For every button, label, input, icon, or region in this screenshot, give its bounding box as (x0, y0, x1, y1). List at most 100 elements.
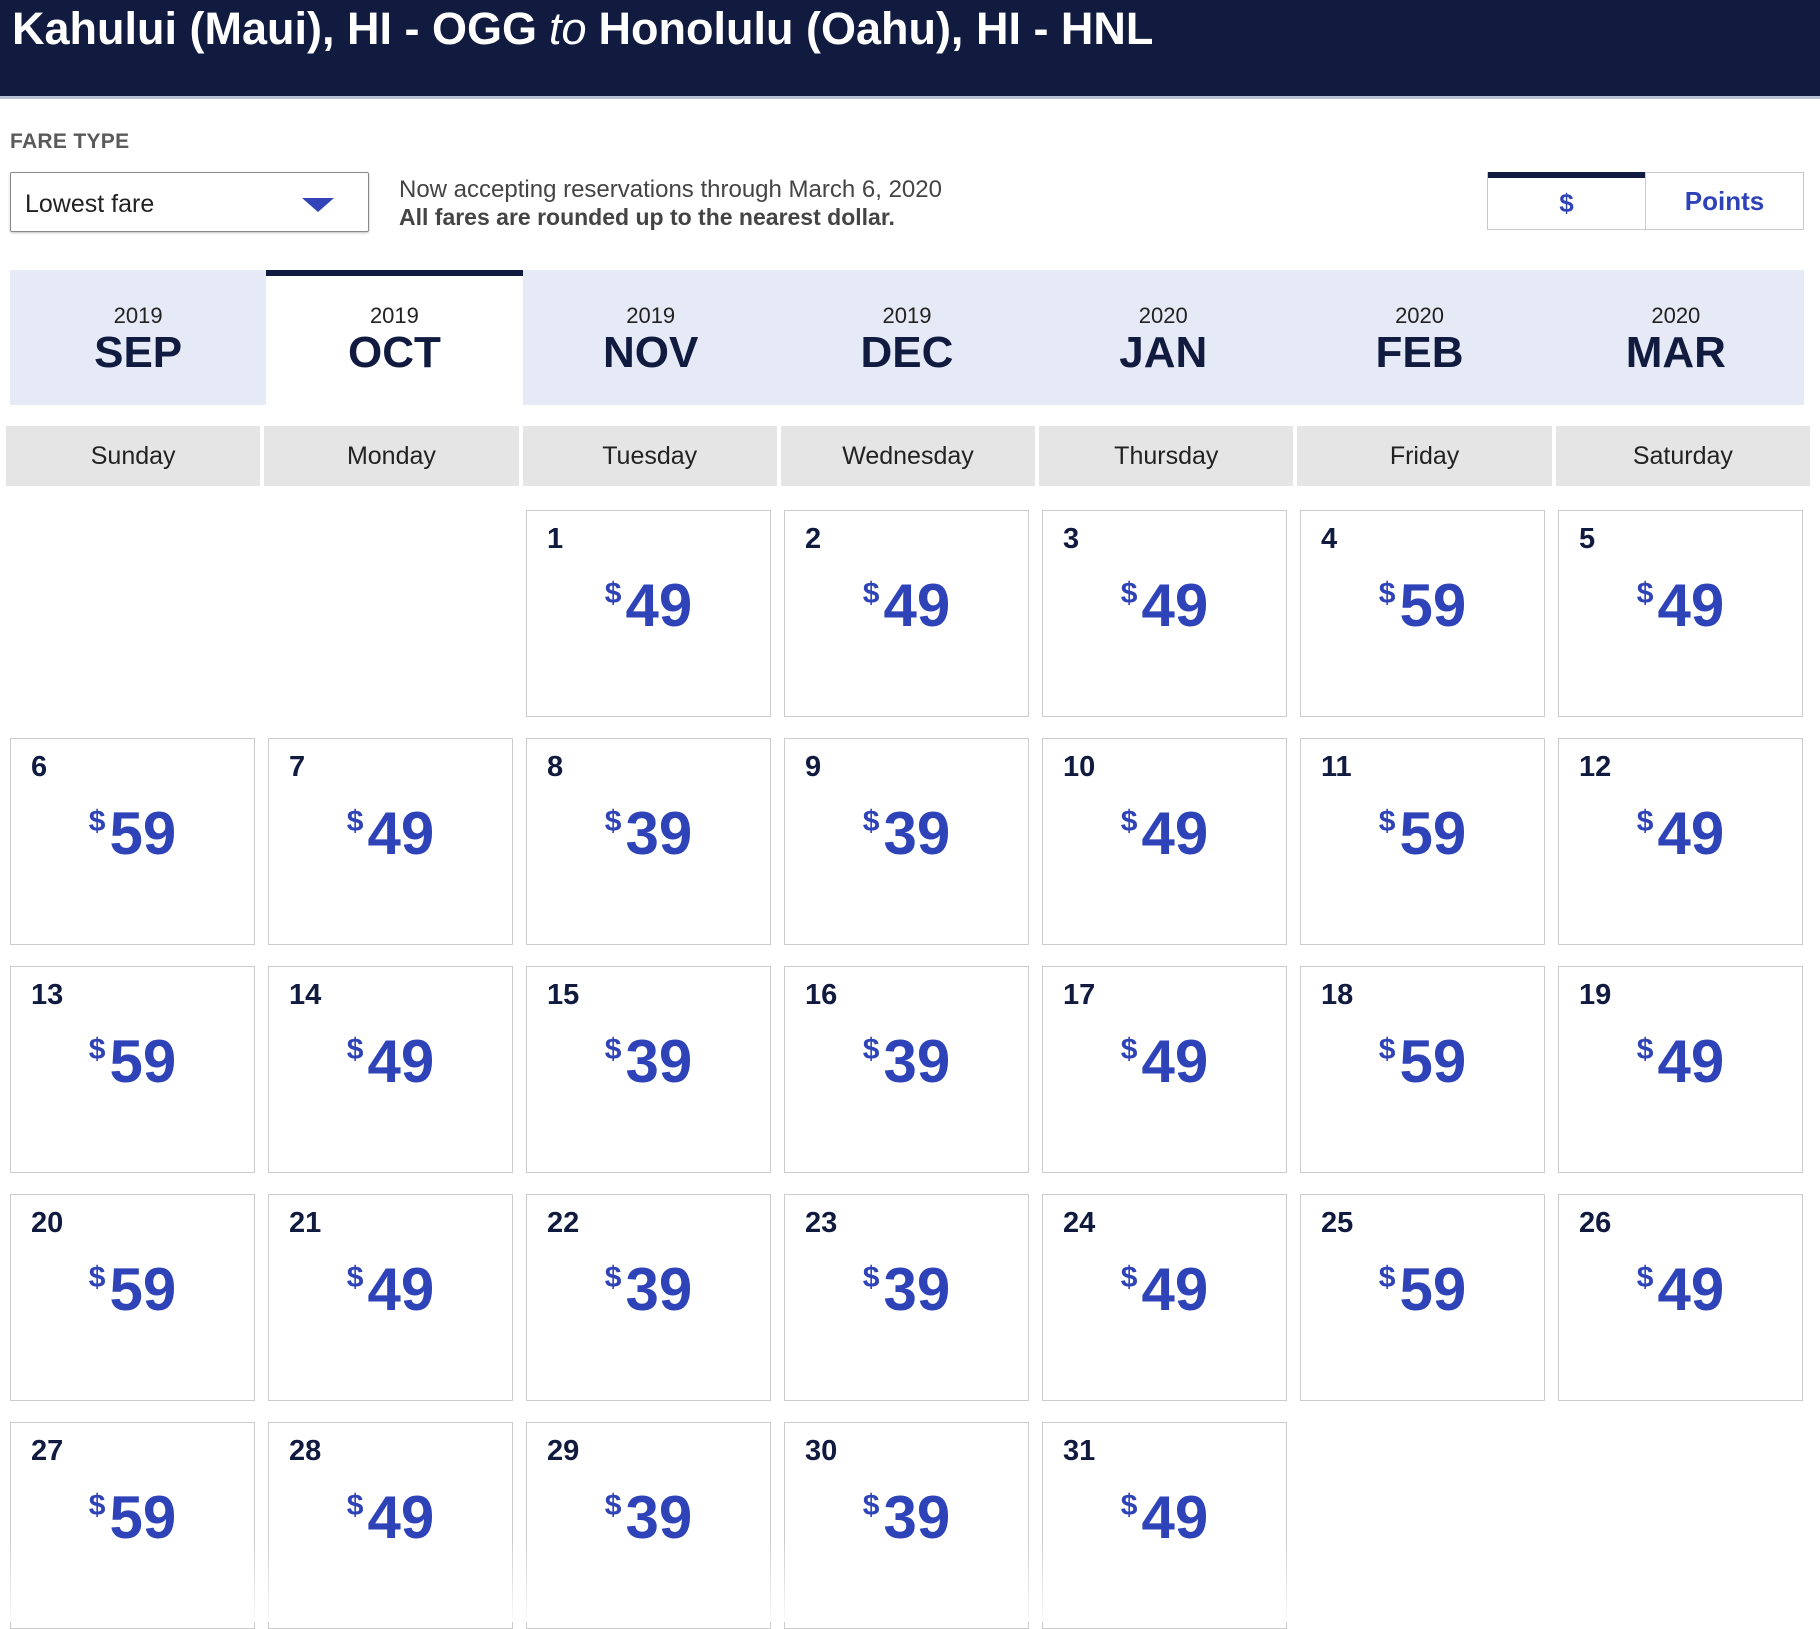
fare-amount: 59 (109, 1484, 177, 1551)
month-tab-dec[interactable]: 2019 DEC (779, 270, 1035, 405)
currency-symbol: $ (862, 1261, 880, 1294)
day-number: 20 (31, 1207, 64, 1239)
day-cell[interactable]: 29 $39 (526, 1422, 771, 1629)
month-tab-nov[interactable]: 2019 NOV (523, 270, 779, 405)
day-cell[interactable]: 11 $59 (1300, 738, 1545, 945)
currency-symbol: $ (1636, 1033, 1654, 1066)
fare-price: $49 (1043, 1483, 1286, 1552)
day-cell[interactable]: 18 $59 (1300, 966, 1545, 1173)
month-tab-year: 2020 (1138, 303, 1188, 328)
fare-price: $39 (785, 1027, 1028, 1096)
dollars-toggle-button[interactable]: $ (1488, 172, 1645, 229)
fare-amount: 59 (1399, 572, 1467, 639)
day-cell[interactable]: 27 $59 (10, 1422, 255, 1629)
currency-symbol: $ (1120, 805, 1138, 838)
day-cell[interactable]: 13 $59 (10, 966, 255, 1173)
day-cell[interactable]: 4 $59 (1300, 510, 1545, 717)
day-cell[interactable]: 17 $49 (1042, 966, 1287, 1173)
month-tab-label: JAN (1119, 328, 1208, 377)
fare-amount: 39 (883, 800, 951, 867)
fare-type-value: Lowest fare (25, 190, 155, 218)
day-cell[interactable]: 23 $39 (784, 1194, 1029, 1401)
day-number: 10 (1063, 751, 1096, 783)
day-number: 23 (805, 1207, 838, 1239)
day-number: 28 (289, 1435, 322, 1467)
month-tab-sep[interactable]: 2019 SEP (10, 270, 266, 405)
day-cell[interactable]: 7 $49 (268, 738, 513, 945)
day-cell[interactable]: 21 $49 (268, 1194, 513, 1401)
currency-symbol: $ (1378, 1261, 1396, 1294)
currency-symbol: $ (88, 1489, 106, 1522)
month-tab-label: SEP (94, 328, 183, 377)
day-cell[interactable]: 22 $39 (526, 1194, 771, 1401)
day-cell[interactable]: 5 $49 (1558, 510, 1803, 717)
fare-amount: 59 (109, 1028, 177, 1095)
day-number: 19 (1579, 979, 1612, 1011)
fare-type-select[interactable]: Lowest fare (10, 172, 369, 232)
fare-price: $49 (1559, 799, 1802, 868)
fare-price: $39 (527, 1027, 770, 1096)
fare-amount: 49 (367, 1256, 435, 1323)
day-number: 8 (547, 751, 564, 783)
currency-symbol: $ (862, 577, 880, 610)
fare-price: $39 (527, 1255, 770, 1324)
day-cell[interactable]: 1 $49 (526, 510, 771, 717)
month-tab-jan[interactable]: 2020 JAN (1035, 270, 1291, 405)
day-cell[interactable]: 31 $49 (1042, 1422, 1287, 1629)
fare-price: $49 (269, 799, 512, 868)
fare-price: $49 (785, 571, 1028, 640)
day-number: 11 (1321, 751, 1352, 783)
fare-price: $39 (785, 1483, 1028, 1552)
day-cell[interactable]: 10 $49 (1042, 738, 1287, 945)
day-cell[interactable]: 19 $49 (1558, 966, 1803, 1173)
day-cell[interactable]: 26 $49 (1558, 1194, 1803, 1401)
fare-price: $49 (1043, 799, 1286, 868)
day-number: 27 (31, 1435, 64, 1467)
day-cell[interactable]: 2 $49 (784, 510, 1029, 717)
currency-symbol: $ (862, 805, 880, 838)
fare-amount: 49 (1657, 800, 1725, 867)
currency-symbol: $ (1636, 577, 1654, 610)
month-tab-year: 2020 (1651, 303, 1701, 328)
day-number: 31 (1063, 1435, 1096, 1467)
day-cell[interactable]: 6 $59 (10, 738, 255, 945)
fare-price: $59 (1301, 1027, 1544, 1096)
route-connector: to (548, 3, 587, 54)
month-tab-year: 2019 (882, 303, 932, 328)
day-cell[interactable]: 3 $49 (1042, 510, 1287, 717)
day-cell[interactable]: 12 $49 (1558, 738, 1803, 945)
day-cell[interactable]: 28 $49 (268, 1422, 513, 1629)
currency-symbol: $ (1120, 1033, 1138, 1066)
day-cell[interactable]: 20 $59 (10, 1194, 255, 1401)
day-cell[interactable]: 30 $39 (784, 1422, 1029, 1629)
day-number: 24 (1063, 1207, 1096, 1239)
currency-symbol: $ (1120, 1489, 1138, 1522)
day-number: 16 (805, 979, 838, 1011)
day-cell[interactable]: 15 $39 (526, 966, 771, 1173)
month-tab-feb[interactable]: 2020 FEB (1291, 270, 1547, 405)
day-number: 14 (289, 979, 322, 1011)
weekday-wednesday: Wednesday (780, 426, 1036, 486)
day-cell[interactable]: 14 $49 (268, 966, 513, 1173)
fare-amount: 39 (625, 1484, 693, 1551)
rounding-notice: All fares are rounded up to the nearest … (399, 204, 895, 230)
day-cell[interactable]: 16 $39 (784, 966, 1029, 1173)
month-tab-mar[interactable]: 2020 MAR (1548, 270, 1804, 405)
currency-symbol: $ (604, 1489, 622, 1522)
points-toggle-button[interactable]: Points (1645, 173, 1803, 229)
day-cell[interactable]: 25 $59 (1300, 1194, 1545, 1401)
day-number: 26 (1579, 1207, 1612, 1239)
currency-symbol: $ (346, 1489, 364, 1522)
fare-calendar: 1 $49 2 $49 3 $49 4 $59 5 $49 6 $59 7 $49 8 $39 9 $39 10 $4… (10, 510, 1804, 1629)
weekday-saturday: Saturday (1555, 426, 1810, 486)
day-cell[interactable]: 9 $39 (784, 738, 1029, 945)
day-cell[interactable]: 8 $39 (526, 738, 771, 945)
month-tabs: 2019 SEP 2019 OCT 2019 NOV 2019 DEC 2020… (10, 270, 1804, 405)
fare-price: $39 (527, 1483, 770, 1552)
currency-symbol: $ (346, 1261, 364, 1294)
day-number: 13 (31, 979, 64, 1011)
month-tab-oct[interactable]: 2019 OCT (266, 270, 523, 405)
day-cell[interactable]: 24 $49 (1042, 1194, 1287, 1401)
fare-amount: 59 (1399, 800, 1467, 867)
month-tab-label: OCT (347, 328, 441, 377)
